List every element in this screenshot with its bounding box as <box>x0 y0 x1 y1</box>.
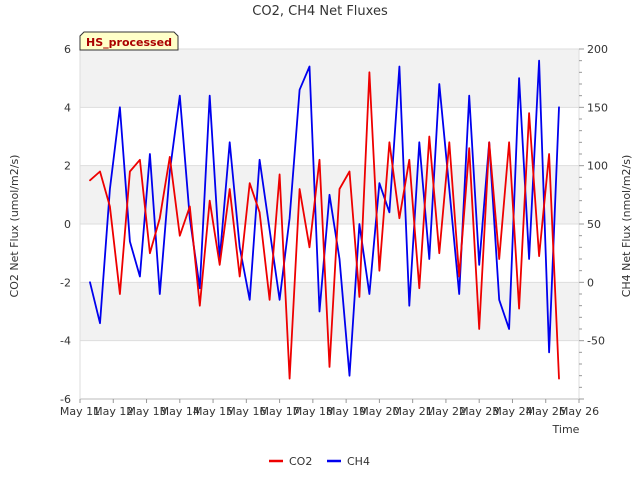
right-y-tick-label: 0 <box>587 276 594 289</box>
x-tick-label: May 13 <box>126 405 166 418</box>
left-y-axis-label: CO2 Net Flux (umol/m2/s) <box>8 155 21 298</box>
right-y-tick-label: -50 <box>587 335 605 348</box>
series-line-co2 <box>89 71 560 380</box>
left-y-tick-label: -6 <box>60 393 71 406</box>
x-tick-label: May 11 <box>60 405 100 418</box>
x-tick-label: May 18 <box>293 405 333 418</box>
chart-title: CO2, CH4 Net Fluxes <box>252 4 388 19</box>
x-tick-label: May 17 <box>259 405 299 418</box>
right-y-tick-label: 150 <box>587 101 608 114</box>
series-layer <box>89 59 560 380</box>
x-tick-label: May 21 <box>393 405 433 418</box>
left-y-tick-label: 0 <box>64 218 71 231</box>
legend-ch4-label: CH4 <box>347 455 370 468</box>
x-tick-label: May 25 <box>526 405 566 418</box>
right-y-axis-label: CH4 Net Flux (nmol/m2/s) <box>620 155 633 298</box>
right-y-tick-label: 200 <box>587 43 608 56</box>
x-tick-label: May 26 <box>559 405 599 418</box>
x-tick-label: May 19 <box>326 405 366 418</box>
x-tick-label: May 20 <box>359 405 399 418</box>
right-y-tick-labels: -50 0 50 100 150 200 <box>579 43 608 400</box>
x-tick-label: May 12 <box>93 405 133 418</box>
left-y-tick-label: 6 <box>64 43 71 56</box>
legend-co2-label: CO2 <box>289 455 312 468</box>
legend: CO2 CH4 <box>269 455 370 468</box>
x-tick-label: May 14 <box>160 405 200 418</box>
left-y-tick-labels: -6 -4 -2 0 2 4 6 <box>60 43 71 406</box>
processed-badge-box <box>79 31 179 51</box>
left-y-tick-label: -4 <box>60 335 71 348</box>
x-tick-label: May 16 <box>226 405 266 418</box>
x-axis-label: Time <box>552 423 580 436</box>
x-tick-label: May 24 <box>492 405 532 418</box>
x-tick-label: May 22 <box>426 405 466 418</box>
processed-badge: HS_processed <box>79 31 179 51</box>
right-y-tick-label: 100 <box>587 160 608 173</box>
x-tick-label: May 15 <box>193 405 233 418</box>
left-y-tick-label: 2 <box>64 160 71 173</box>
plot-band-top <box>80 49 579 108</box>
plot-band-lower-mid <box>80 282 579 341</box>
x-tick-label: May 23 <box>459 405 499 418</box>
left-y-tick-label: -2 <box>60 276 71 289</box>
left-y-tick-label: 4 <box>64 101 71 114</box>
processed-badge-label: HS_processed <box>86 36 172 49</box>
right-y-tick-label: 50 <box>587 218 601 231</box>
